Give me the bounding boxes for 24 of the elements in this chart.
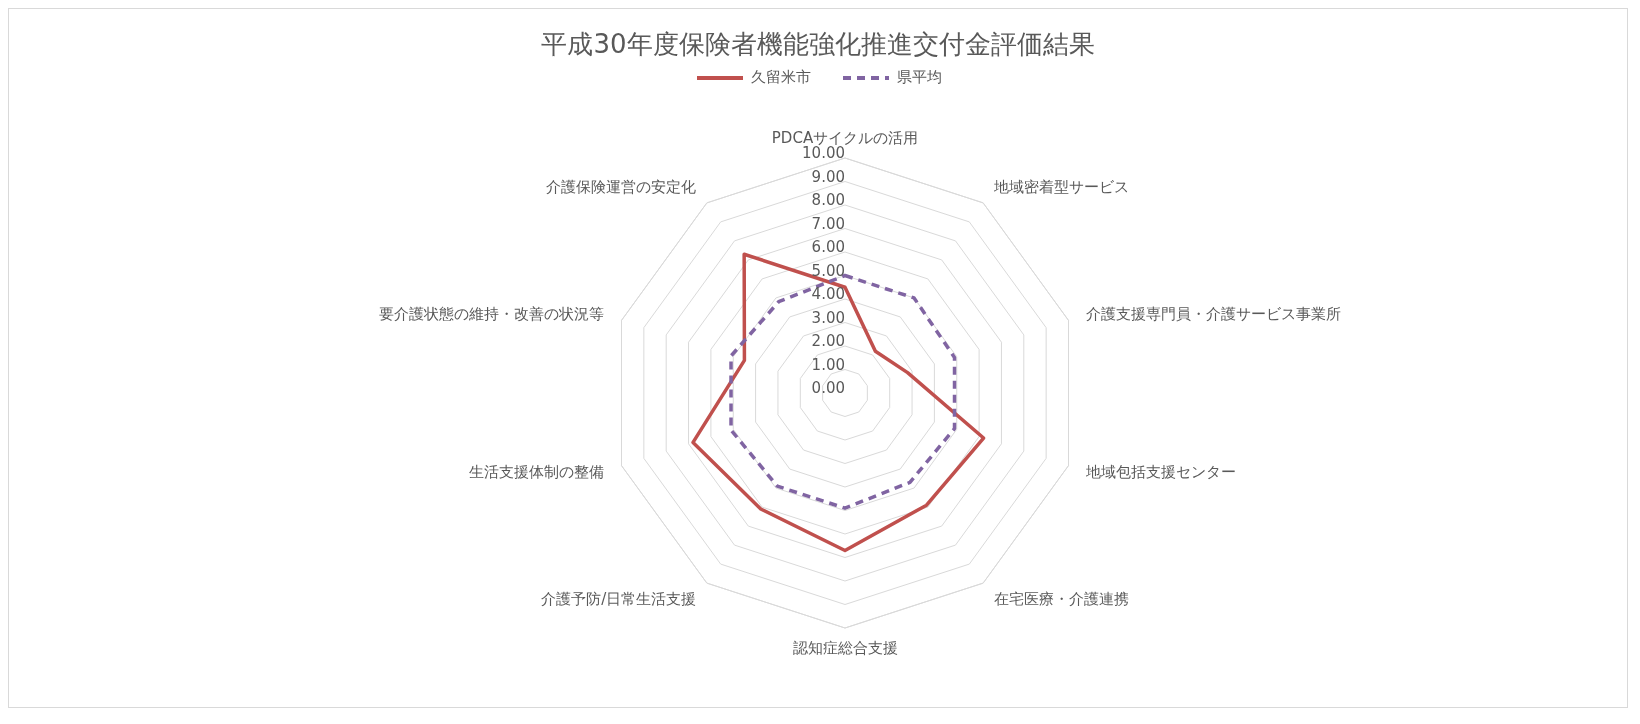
legend-label: 県平均 (896, 68, 942, 87)
y-tick-label: 2.00 (811, 332, 845, 350)
y-tick-label: 8.00 (811, 191, 845, 209)
y-tick-label: 1.00 (811, 355, 845, 374)
spoke-label: 認知症総合支援 (792, 639, 898, 657)
y-tick-label: 4.00 (811, 285, 845, 303)
legend-label: 久留米市 (750, 68, 811, 87)
y-tick-label: 7.00 (811, 214, 845, 233)
spoke-label: 地域包括支援センター (1084, 462, 1236, 481)
spoke-label: 介護予防/日常生活支援 (541, 590, 697, 609)
y-tick-label: 0.00 (811, 379, 845, 397)
y-tick-label: 3.00 (811, 308, 845, 327)
y-tick-label: 9.00 (811, 167, 845, 186)
spoke-label: PDCAサイクルの活用 (771, 129, 919, 147)
spoke-label: 要介護状態の維持・改善の状況等 (379, 305, 605, 324)
spoke-label: 介護保険運営の安定化 (546, 177, 697, 196)
chart-title: 平成30年度保険者機能強化推進交付金評価結果 (540, 28, 1096, 61)
y-tick-label: 6.00 (811, 238, 845, 256)
spoke-label: 介護支援専門員・介護サービス事業所 (1085, 305, 1341, 324)
spoke-label: 地域密着型サービス (992, 177, 1129, 196)
spoke-label: 生活支援体制の整備 (469, 462, 605, 481)
spoke-label: 在宅医療・介護連携 (993, 590, 1129, 609)
y-tick-label: 5.00 (811, 261, 845, 280)
y-tick-label: 10.00 (802, 144, 845, 162)
